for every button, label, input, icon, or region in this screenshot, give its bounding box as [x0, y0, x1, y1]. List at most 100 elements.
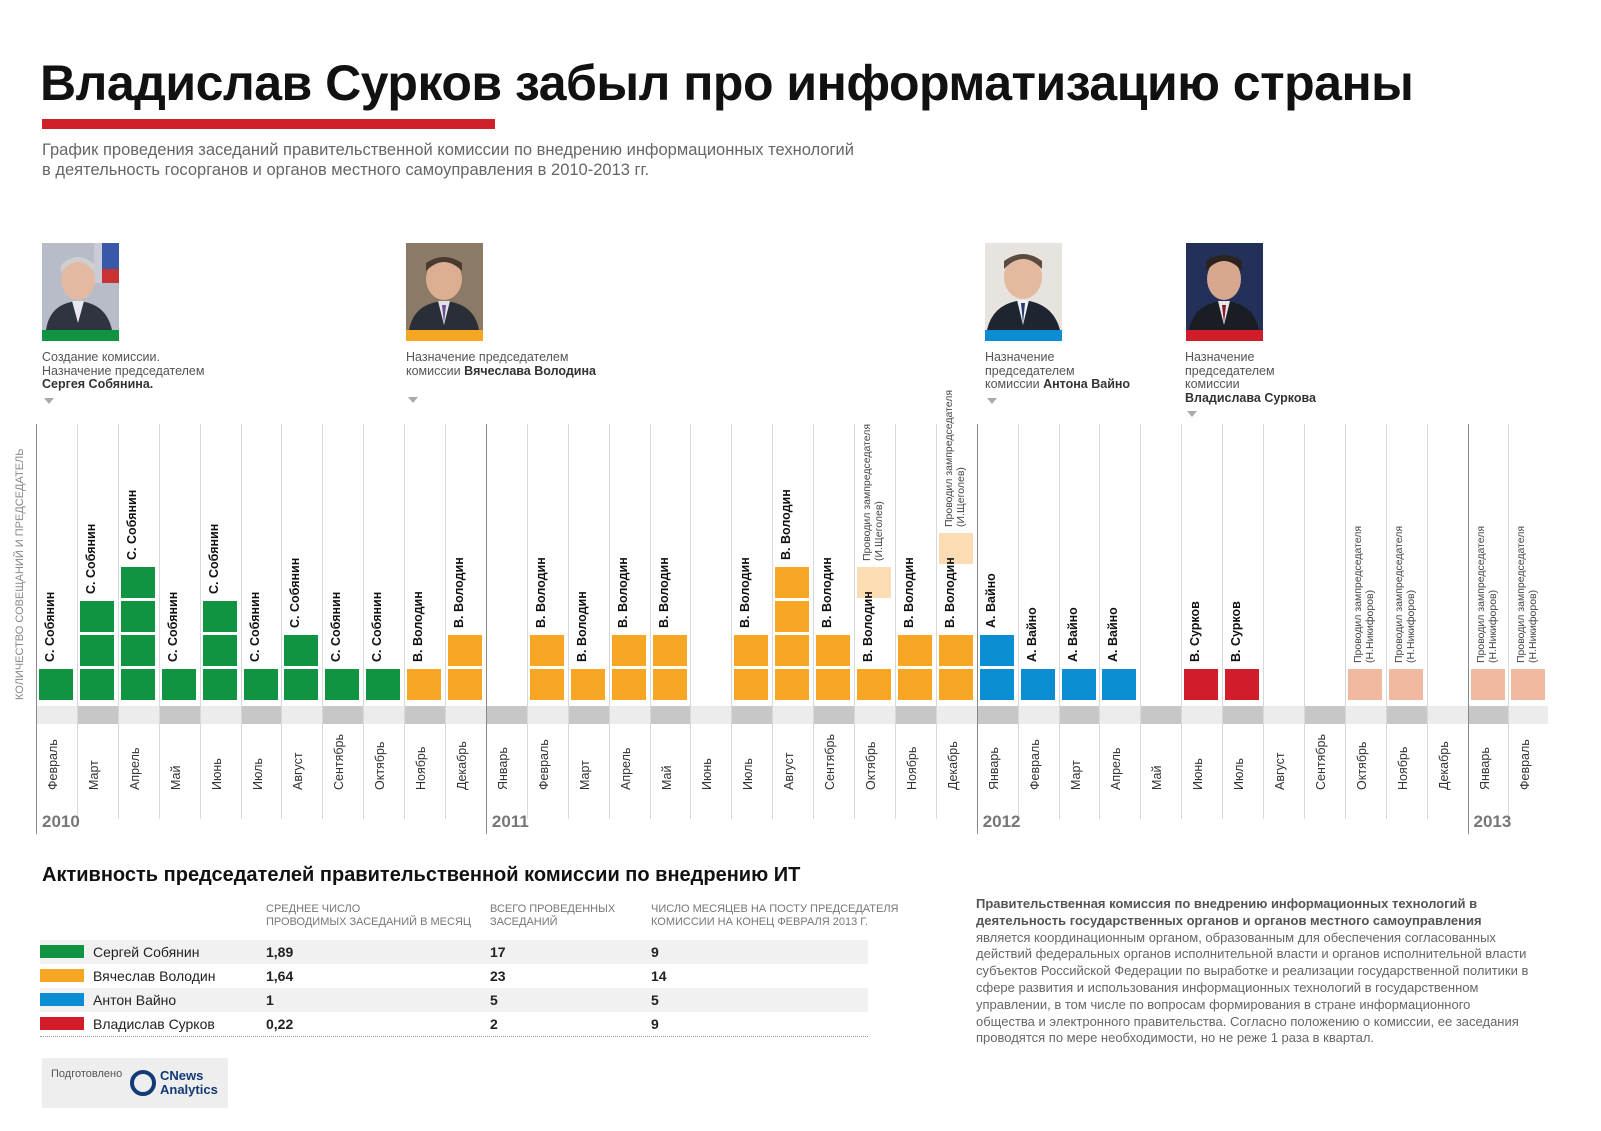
axis-strip-cell — [1385, 706, 1427, 724]
month-label: Март — [1068, 760, 1083, 790]
deputy-note-line: (И.Щеголев) — [873, 501, 885, 561]
portrait-stripe — [42, 330, 119, 341]
month-label: Ноябрь — [904, 746, 919, 790]
bar-label: В. Володин — [452, 557, 466, 628]
month-separator — [813, 424, 815, 819]
months-in-office: 5 — [651, 992, 659, 1008]
month-label: Август — [1273, 752, 1287, 790]
month-label: Декабрь — [945, 741, 960, 790]
avg-meetings: 0,22 — [266, 1016, 294, 1032]
note-bold: Вячеслава Володина — [464, 363, 596, 378]
axis-strip-cell — [1467, 706, 1509, 724]
month-separator — [1263, 424, 1264, 819]
note-bold: Антона Вайно — [1043, 377, 1131, 391]
deputy-note-line: Проводил зампредседателя — [1351, 525, 1364, 663]
month-separator — [117, 424, 119, 819]
bar-segment — [366, 669, 401, 700]
info-text: является координационным органом, образо… — [976, 929, 1529, 1046]
deputy-note: Проводил зампредседателя (И.Щеголев) — [943, 390, 967, 527]
month-separator — [526, 424, 528, 819]
chair-name: Антон Вайно — [93, 992, 177, 1008]
deputy-note-line: Проводил зампредседателя — [1515, 525, 1528, 663]
deputy-note: Проводил зампредседателя (И.Щеголев) — [861, 424, 885, 561]
bar-label: С. Собянин — [43, 591, 57, 662]
portrait-sobyanin — [42, 243, 119, 341]
bar-segment — [979, 635, 1014, 666]
note-line: Назначение — [1185, 350, 1255, 364]
deputy-bar — [857, 567, 891, 598]
deputy-note: Проводил зампредседателя (Н.Никифоров) — [1515, 526, 1539, 663]
month-separator — [1426, 424, 1428, 819]
bar-segment — [120, 601, 155, 632]
month-label: Ноябрь — [414, 746, 429, 790]
color-swatch — [40, 969, 84, 982]
color-swatch — [40, 993, 84, 1006]
axis-strip-cell — [567, 706, 609, 724]
axis-strip-cell — [158, 706, 200, 724]
bar-segment — [897, 669, 932, 700]
deputy-note: Проводил зампредседателя (Н.Никифоров) — [1475, 526, 1499, 663]
bar-label: С. Собянин — [206, 523, 221, 594]
note-line: Назначение председателем — [406, 350, 569, 364]
month-label: Январь — [1477, 747, 1492, 790]
year-separator — [1467, 424, 1469, 834]
deputy-note-line: (Н.Никифоров) — [1363, 589, 1376, 663]
bar-segment — [734, 669, 769, 700]
month-separator — [1344, 424, 1346, 819]
commission-info: Правительственная комиссия по внедрению … — [976, 896, 1531, 1047]
month-separator — [772, 424, 774, 819]
portrait-photo-icon — [406, 243, 483, 330]
color-swatch — [40, 945, 84, 958]
deputy-note-line: Проводил зампредседателя — [861, 423, 873, 561]
month-label: Июль — [741, 758, 756, 790]
year-label: 2011 — [491, 812, 529, 831]
bar-segment — [79, 635, 114, 666]
deputy-note: Проводил зампредседателя (Н.Никифоров) — [1352, 526, 1376, 663]
bar-segment — [1061, 669, 1096, 700]
month-label: Декабрь — [455, 741, 469, 790]
bar-segment — [775, 601, 810, 632]
month-separator — [854, 424, 855, 819]
month-separator — [690, 424, 692, 819]
month-separator — [731, 424, 733, 819]
year-label: 2012 — [982, 812, 1021, 831]
bar-segment — [161, 669, 196, 700]
avg-meetings: 1 — [266, 992, 274, 1008]
months-in-office: 9 — [651, 1016, 659, 1032]
bar-label: В. Сурков — [1229, 601, 1244, 662]
portrait-photo-icon — [42, 243, 119, 330]
month-label: Апрель — [1109, 747, 1124, 790]
bar-label: В. Володин — [656, 557, 671, 628]
axis-strip-cell — [240, 706, 282, 724]
bar-label: С. Собянин — [370, 591, 385, 662]
deputy-bar — [1388, 669, 1423, 700]
deputy-note-line: (Н.Никифоров) — [1486, 589, 1499, 663]
bar-segment — [897, 635, 932, 666]
bar-segment — [775, 567, 810, 598]
bar-segment — [243, 669, 278, 700]
bar-segment — [1225, 669, 1260, 700]
month-label: Октябрь — [373, 741, 388, 790]
bar-segment — [120, 669, 155, 700]
month-label: Июль — [1232, 758, 1247, 790]
note-line: председателем — [1185, 363, 1275, 378]
axis-strip-cell — [813, 706, 854, 724]
bar-label: А. Вайно — [1024, 607, 1039, 662]
month-separator — [404, 424, 406, 819]
portrait-volodin — [406, 243, 483, 341]
bar-label: В. Володин — [820, 557, 835, 628]
month-separator — [1099, 424, 1101, 819]
brand-line-1: CNews — [160, 1068, 204, 1083]
month-separator — [894, 424, 896, 819]
subtitle-line-2: в деятельность госорганов и органов мест… — [42, 161, 650, 179]
month-separator — [1140, 424, 1142, 819]
cnews-logo-icon — [130, 1070, 156, 1096]
deputy-note-line: (Н.Никифоров) — [1404, 589, 1417, 663]
chair-name: Сергей Собянин — [93, 944, 200, 960]
bar-segment — [1184, 669, 1219, 700]
month-label: Май — [168, 765, 183, 791]
bar-segment — [979, 669, 1014, 700]
bar-segment — [775, 669, 810, 700]
bar-segment — [448, 669, 482, 700]
table-title: Активность председателей правительственн… — [42, 864, 801, 886]
